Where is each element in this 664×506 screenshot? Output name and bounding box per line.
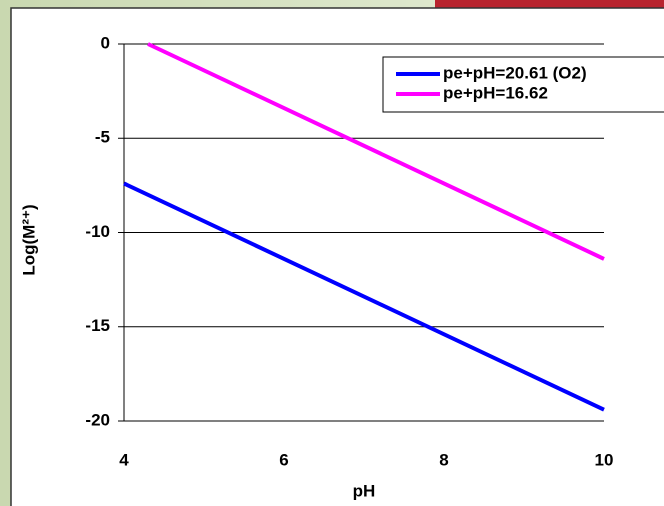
y-tick-label: 0 — [101, 33, 110, 52]
y-tick-label: -15 — [85, 316, 110, 335]
x-axis-label: pH — [353, 481, 376, 500]
y-tick-label: -20 — [85, 410, 110, 429]
legend-label: pe+pH=16.62 — [443, 83, 548, 102]
x-tick-label: 6 — [279, 450, 288, 469]
y-axis-label: Log(M²⁺) — [19, 204, 38, 275]
y-tick-label: -10 — [85, 222, 110, 241]
series-line — [147, 42, 605, 261]
legend-box — [382, 56, 664, 113]
legend-label: pe+pH=20.61 (O2) — [443, 63, 587, 82]
x-tick-label: 4 — [119, 450, 129, 469]
y-tick-label: -5 — [95, 128, 110, 147]
x-tick-label: 8 — [439, 450, 448, 469]
series-line — [123, 181, 605, 412]
x-tick-label: 10 — [595, 450, 614, 469]
